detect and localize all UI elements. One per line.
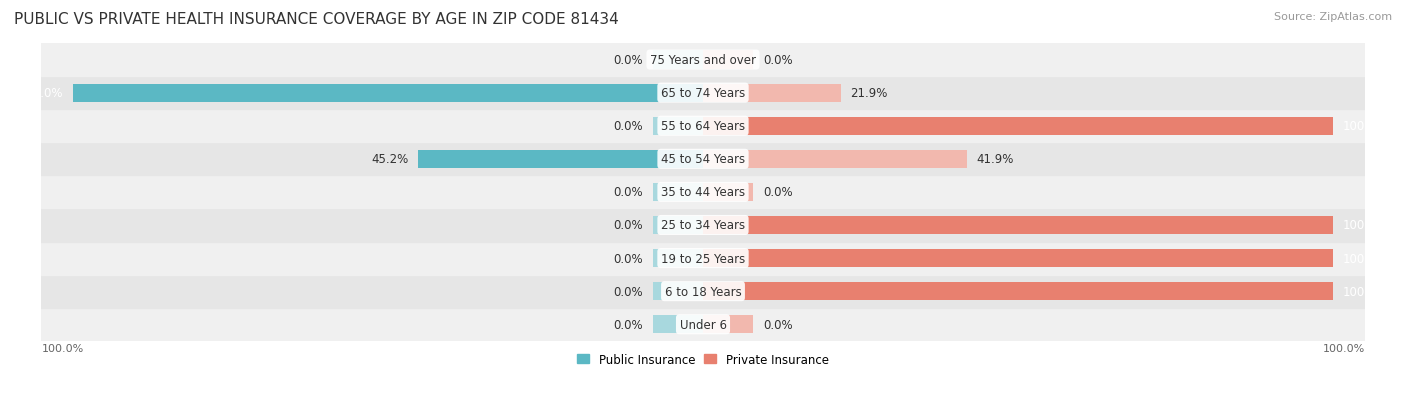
Text: 0.0%: 0.0%: [613, 186, 643, 199]
Bar: [652, 249, 703, 268]
Text: 41.9%: 41.9%: [977, 153, 1014, 166]
Bar: [703, 117, 1333, 135]
Text: 100.0%: 100.0%: [1343, 219, 1388, 232]
Text: 6 to 18 Years: 6 to 18 Years: [665, 285, 741, 298]
Bar: [703, 216, 1333, 235]
Bar: [703, 249, 1333, 268]
Bar: [41, 44, 1365, 77]
Bar: [41, 308, 1365, 341]
Legend: Public Insurance, Private Insurance: Public Insurance, Private Insurance: [572, 348, 834, 371]
Bar: [703, 51, 754, 69]
Bar: [652, 183, 703, 202]
Bar: [41, 209, 1365, 242]
Text: 0.0%: 0.0%: [763, 186, 793, 199]
Bar: [41, 77, 1365, 110]
Text: 100.0%: 100.0%: [1343, 285, 1388, 298]
Text: 55 to 64 Years: 55 to 64 Years: [661, 120, 745, 133]
Bar: [41, 242, 1365, 275]
Text: 0.0%: 0.0%: [763, 54, 793, 67]
Bar: [703, 316, 754, 334]
Bar: [703, 282, 1333, 301]
Text: 0.0%: 0.0%: [613, 120, 643, 133]
Text: 25 to 34 Years: 25 to 34 Years: [661, 219, 745, 232]
Bar: [652, 282, 703, 301]
Text: 35 to 44 Years: 35 to 44 Years: [661, 186, 745, 199]
Text: 0.0%: 0.0%: [613, 318, 643, 331]
Text: 0.0%: 0.0%: [613, 219, 643, 232]
Bar: [41, 275, 1365, 308]
Text: 0.0%: 0.0%: [613, 285, 643, 298]
Text: Source: ZipAtlas.com: Source: ZipAtlas.com: [1274, 12, 1392, 22]
Text: 0.0%: 0.0%: [613, 54, 643, 67]
Bar: [73, 84, 703, 102]
Text: 100.0%: 100.0%: [41, 344, 83, 354]
Text: 21.9%: 21.9%: [851, 87, 887, 100]
Bar: [652, 117, 703, 135]
Bar: [41, 176, 1365, 209]
Text: 75 Years and over: 75 Years and over: [650, 54, 756, 67]
Bar: [703, 150, 967, 169]
Text: PUBLIC VS PRIVATE HEALTH INSURANCE COVERAGE BY AGE IN ZIP CODE 81434: PUBLIC VS PRIVATE HEALTH INSURANCE COVER…: [14, 12, 619, 27]
Bar: [703, 84, 841, 102]
Bar: [652, 51, 703, 69]
Text: 65 to 74 Years: 65 to 74 Years: [661, 87, 745, 100]
Text: 45.2%: 45.2%: [371, 153, 409, 166]
Bar: [703, 183, 754, 202]
Text: 0.0%: 0.0%: [613, 252, 643, 265]
Bar: [652, 316, 703, 334]
Text: Under 6: Under 6: [679, 318, 727, 331]
Text: 100.0%: 100.0%: [1323, 344, 1365, 354]
Text: 45 to 54 Years: 45 to 54 Years: [661, 153, 745, 166]
Bar: [41, 143, 1365, 176]
Text: 0.0%: 0.0%: [763, 318, 793, 331]
Text: 100.0%: 100.0%: [1343, 252, 1388, 265]
Bar: [652, 216, 703, 235]
Text: 100.0%: 100.0%: [1343, 120, 1388, 133]
Text: 100.0%: 100.0%: [18, 87, 63, 100]
Bar: [418, 150, 703, 169]
Text: 19 to 25 Years: 19 to 25 Years: [661, 252, 745, 265]
Bar: [41, 110, 1365, 143]
